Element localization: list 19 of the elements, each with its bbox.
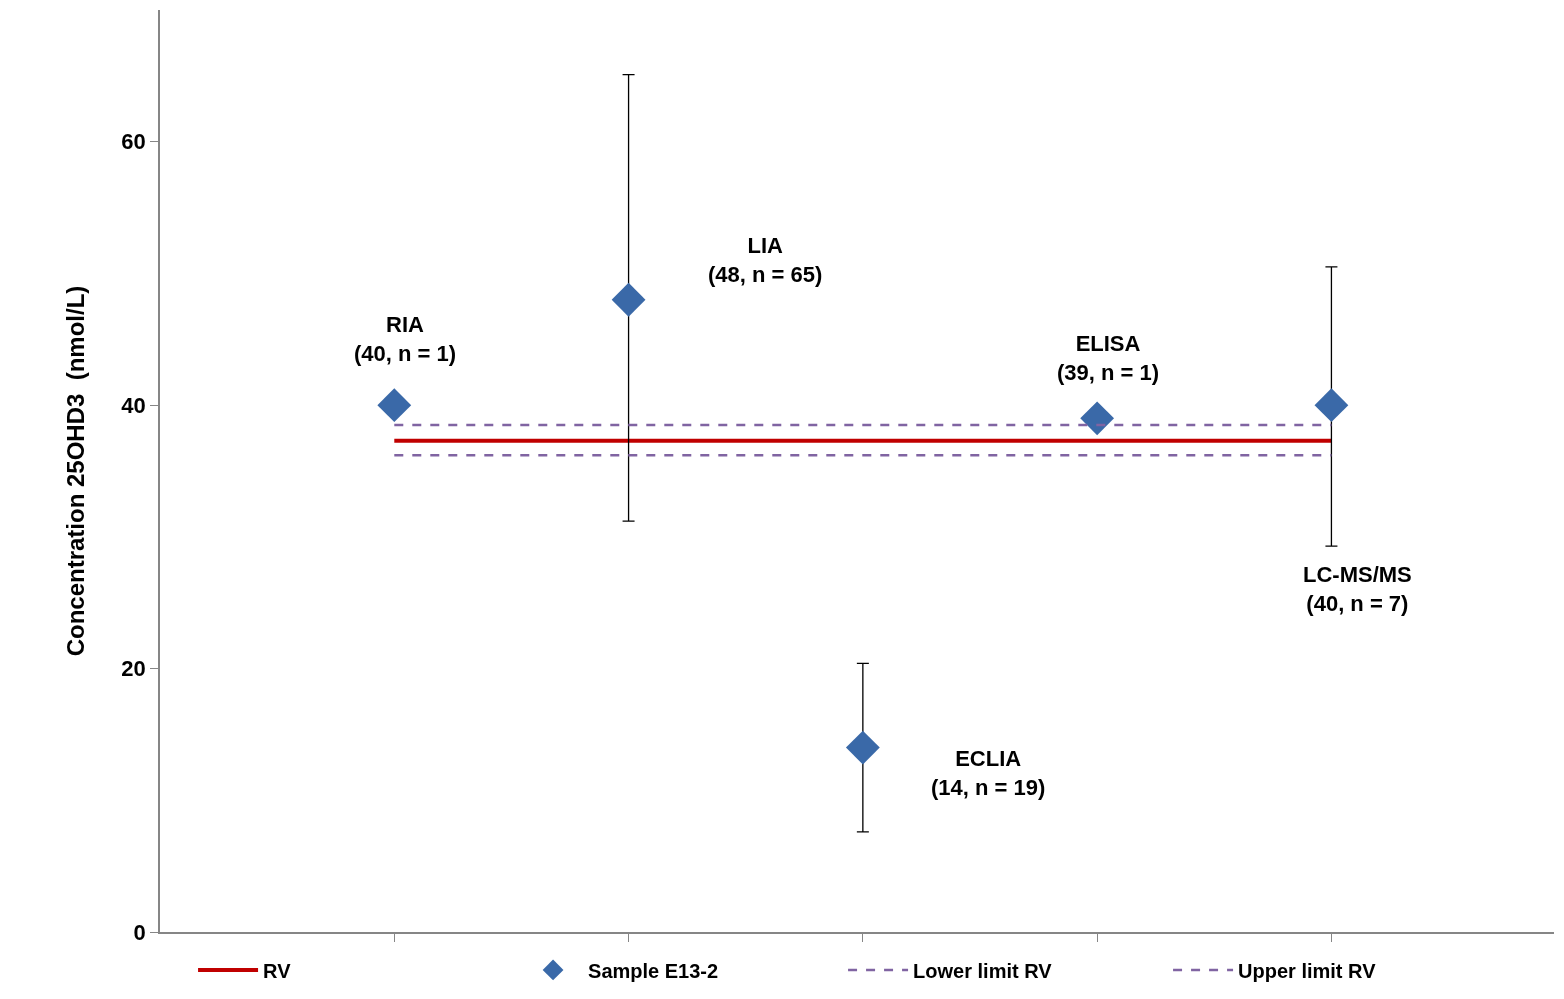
annotation: LC-MS/MS (40, n = 7) [1303, 562, 1412, 616]
annotation: ECLIA (14, n = 19) [931, 746, 1046, 800]
point [1314, 388, 1349, 423]
point [845, 730, 880, 765]
point [611, 282, 646, 317]
point [1080, 401, 1115, 436]
y-tick-label: 60 [121, 129, 146, 155]
legend-label: RV [263, 959, 292, 982]
y-tick-label: 20 [121, 656, 146, 682]
annotation: LIA (48, n = 65) [708, 233, 823, 287]
y-tick-label: 0 [133, 919, 146, 945]
legend-label: Upper limit RV [1238, 959, 1377, 982]
y-tick-label: 40 [121, 392, 146, 418]
y-axis-title: Concentration 25OHD3 (nmol/L) [61, 285, 89, 657]
annotation: RIA (40, n = 1) [354, 312, 457, 366]
legend-label: Lower limit RV [913, 959, 1053, 982]
legend-label: Sample E13-2 [588, 959, 719, 982]
point [377, 388, 412, 423]
annotation: ELISA (39, n = 1) [1057, 331, 1160, 385]
